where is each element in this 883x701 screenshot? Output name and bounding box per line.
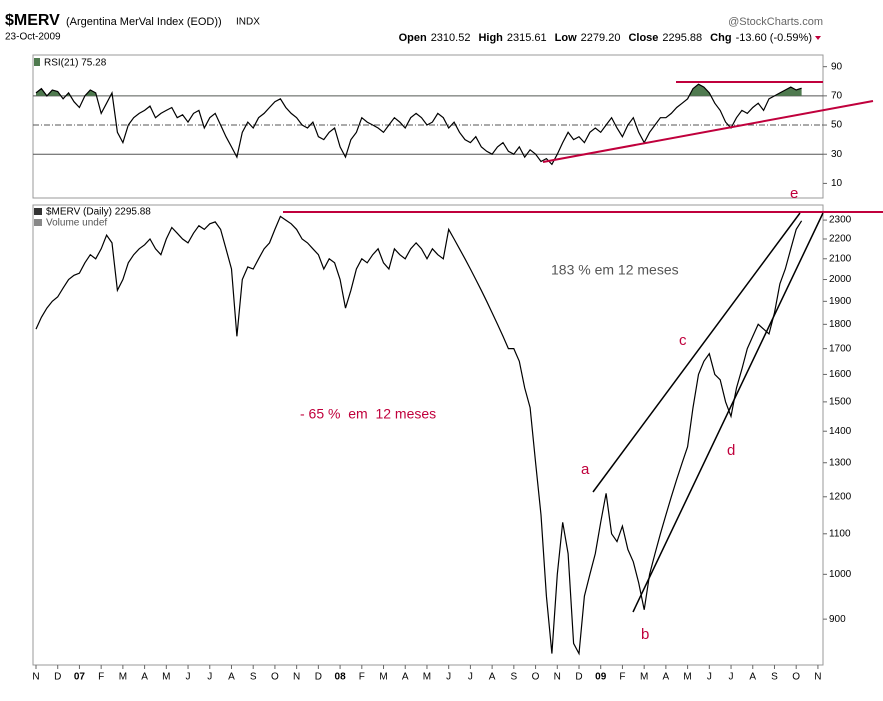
wave-label: c [679, 332, 687, 349]
x-tick-label: N [814, 672, 821, 683]
x-tick-label: F [359, 672, 365, 683]
y-tick-label: 1500 [829, 397, 852, 408]
date: 23-Oct-2009 [5, 32, 61, 43]
y2-tick-label: 10 [831, 178, 843, 189]
x-tick-label: 09 [595, 672, 607, 683]
quote-value: 2310.52 [431, 32, 471, 44]
quote: Open 2310.52 High 2315.61 Low 2279.20 Close 229… [399, 32, 812, 44]
y2-tick-label: 50 [831, 120, 843, 131]
x-tick-label: J [707, 672, 712, 683]
x-tick-label: N [32, 672, 39, 683]
quote-value: 2279.20 [581, 32, 621, 44]
trend-lines [283, 81, 883, 213]
volume-icon [34, 219, 42, 226]
x-tick-label: A [228, 672, 235, 683]
x-tick-label: A [663, 672, 670, 683]
series-line [35, 215, 803, 656]
x-tick-label: D [315, 672, 322, 683]
x-tick-label: 08 [335, 672, 347, 683]
annotation: - 65 % em 12 meses [300, 406, 436, 422]
x-tick-label: D [54, 672, 61, 683]
y-tick-label: 1800 [829, 319, 852, 330]
x-tick-label: A [402, 672, 409, 683]
x-tick-label: M [423, 672, 431, 683]
y-tick-label: 1600 [829, 369, 852, 380]
exchange: INDX [236, 17, 260, 28]
y2-tick-label: 30 [831, 149, 843, 160]
y-tick-label: 1200 [829, 491, 852, 502]
chart-subtitle: (Argentina MerVal Index (EOD)) [66, 16, 222, 28]
y-tick-label: 2200 [829, 234, 852, 245]
rsi-legend: RSI(21) 75.28 [44, 58, 107, 69]
plot-layer: 900 1000 1100 1200 1300 1400 1500 1600 1700 1800 1… [32, 61, 851, 682]
x-tick-label: 07 [74, 672, 86, 683]
x-tick-label: F [98, 672, 104, 683]
y-tick-label: 1100 [829, 528, 851, 539]
series-line [35, 83, 802, 166]
x-tick-label: M [640, 672, 648, 683]
x-tick-label: S [771, 672, 778, 683]
quote-value: 2315.61 [507, 32, 547, 44]
x-tick-label: S [511, 672, 518, 683]
change-arrow [815, 36, 821, 40]
x-tick-label: M [162, 672, 170, 683]
y-tick-label: 2300 [829, 215, 852, 226]
rsi-support [542, 100, 874, 163]
x-tick-label: J [468, 672, 473, 683]
quote-label: Close [628, 32, 658, 44]
wedge-lower [632, 212, 824, 613]
wave-label: d [727, 442, 735, 459]
x-tick-label: O [271, 672, 279, 683]
y-tick-label: 2100 [829, 253, 852, 264]
chart-title: $MERV [5, 12, 60, 29]
source: @StockCharts.com [728, 16, 823, 28]
x-tick-label: J [729, 672, 734, 683]
y-tick-label: 1900 [829, 296, 852, 307]
x-tick-label: M [119, 672, 127, 683]
y-tick-label: 1300 [829, 457, 852, 468]
price-panel [32, 204, 824, 666]
y-tick-label: 900 [829, 614, 846, 625]
quote-label: Chg [710, 32, 731, 44]
y-tick-label: 1000 [829, 569, 852, 580]
wedge-upper [592, 212, 801, 493]
quote-value: -13.60 (-0.59%) [736, 32, 812, 44]
x-tick-label: J [207, 672, 212, 683]
wave-label: e [790, 185, 798, 202]
rsi-icon [34, 58, 40, 66]
wedge-lines [592, 212, 824, 613]
x-tick-label: M [683, 672, 691, 683]
volume-legend: Volume undef [46, 218, 107, 229]
x-tick-label: S [250, 672, 257, 683]
quote-label: Open [399, 32, 427, 44]
y-tick-label: 2000 [829, 274, 852, 285]
x-tick-label: A [489, 672, 496, 683]
price-icon [34, 208, 42, 215]
wave-label: a [581, 461, 590, 478]
y2-tick-label: 90 [831, 61, 843, 72]
y-tick-label: 1700 [829, 343, 852, 354]
x-tick-label: F [619, 672, 625, 683]
x-tick-label: N [554, 672, 561, 683]
x-tick-label: A [141, 672, 148, 683]
y2-tick-label: 70 [831, 90, 843, 101]
x-tick-label: J [446, 672, 451, 683]
quote-value: 2295.88 [662, 32, 702, 44]
x-tick-label: D [575, 672, 582, 683]
quote-label: High [478, 32, 503, 44]
x-tick-label: N [293, 672, 300, 683]
wave-label: b [641, 626, 649, 643]
y-tick-label: 1400 [829, 426, 852, 437]
x-tick-label: A [749, 672, 756, 683]
x-tick-label: J [186, 672, 191, 683]
x-tick-label: M [379, 672, 387, 683]
x-tick-label: O [532, 672, 540, 683]
quote-label: Low [555, 32, 577, 44]
price-legend: $MERV (Daily) 2295.88 [46, 207, 151, 218]
annotation: 183 % em 12 meses [551, 262, 679, 278]
x-tick-label: O [792, 672, 800, 683]
rsi-panel [32, 54, 824, 199]
